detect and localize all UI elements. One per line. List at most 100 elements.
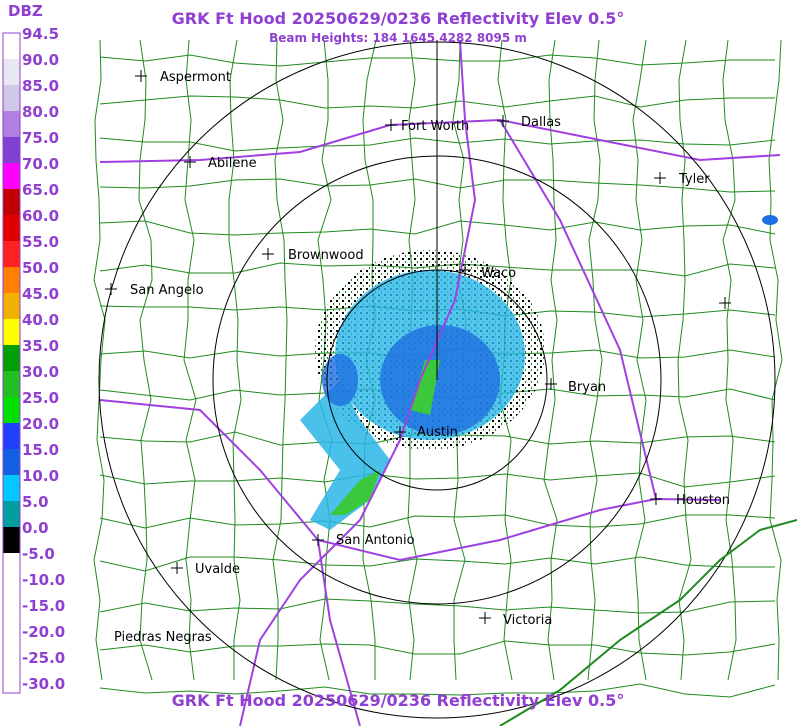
legend-label: 20.0 bbox=[22, 415, 59, 433]
city-marker bbox=[171, 562, 183, 574]
legend-swatch bbox=[3, 267, 20, 293]
county-line bbox=[768, 39, 783, 681]
city-marker bbox=[479, 612, 491, 624]
title: GRK Ft Hood 20250629/0236 Reflectivity E… bbox=[172, 9, 625, 28]
legend-swatch bbox=[3, 631, 20, 657]
legend-label: -25.0 bbox=[22, 649, 65, 667]
highway bbox=[317, 539, 361, 726]
legend-label: 90.0 bbox=[22, 51, 59, 69]
legend: DBZ 94.5 90.0 85.0 80.0 75.0 70.0 65.0 60.0 55.0… bbox=[2, 2, 65, 694]
legend-label: 35.0 bbox=[22, 337, 59, 355]
subtitle: Beam Heights: 184 1645 4282 8095 m bbox=[269, 31, 527, 45]
coastline bbox=[499, 519, 797, 726]
county-line bbox=[99, 640, 776, 656]
legend-label: 45.0 bbox=[22, 285, 59, 303]
county-line bbox=[93, 39, 106, 681]
city-marker bbox=[650, 493, 662, 505]
legend-swatch bbox=[3, 85, 20, 111]
echo-core bbox=[410, 360, 440, 415]
legend-swatch bbox=[3, 111, 20, 137]
legend-label: -30.0 bbox=[22, 675, 65, 693]
legend-label: 55.0 bbox=[22, 233, 59, 251]
city-marker bbox=[135, 70, 147, 82]
legend-swatch bbox=[3, 241, 20, 267]
highways bbox=[99, 39, 781, 726]
legend-swatch bbox=[3, 657, 20, 683]
city-marker bbox=[719, 297, 731, 309]
county-line bbox=[99, 514, 776, 529]
legend-title: DBZ bbox=[8, 2, 43, 20]
city-label: San Angelo bbox=[130, 283, 204, 298]
legend-swatch bbox=[3, 137, 20, 163]
city-marker bbox=[545, 378, 557, 390]
city-marker bbox=[312, 534, 324, 546]
legend-label: 30.0 bbox=[22, 363, 59, 381]
highway bbox=[499, 119, 657, 500]
highway bbox=[99, 118, 781, 163]
legend-swatch bbox=[3, 59, 20, 85]
county-line bbox=[138, 39, 153, 681]
city-label: Piedras Negras bbox=[114, 630, 212, 645]
legend-swatch bbox=[3, 449, 20, 475]
city-label: Waco bbox=[481, 266, 516, 281]
echo bbox=[322, 354, 358, 406]
legend-frame bbox=[2, 32, 21, 694]
legend-label: 50.0 bbox=[22, 259, 59, 277]
range-ring bbox=[212, 155, 662, 605]
echo bbox=[762, 215, 778, 225]
county-line bbox=[272, 39, 288, 681]
legend-swatch bbox=[3, 371, 20, 397]
city-label: Tyler bbox=[678, 172, 710, 187]
city-label: Victoria bbox=[503, 613, 552, 628]
legend-label: 60.0 bbox=[22, 207, 59, 225]
legend-swatch bbox=[3, 33, 20, 59]
city-marker bbox=[394, 426, 406, 438]
county-line bbox=[543, 39, 558, 681]
legend-swatch bbox=[3, 527, 20, 553]
legend-swatch bbox=[3, 475, 20, 501]
highway bbox=[99, 399, 319, 541]
county-line bbox=[183, 39, 197, 681]
city-label: Houston bbox=[676, 493, 730, 508]
city-marker bbox=[385, 119, 397, 131]
county-line bbox=[99, 472, 776, 488]
county-line bbox=[228, 39, 242, 680]
city-marker bbox=[459, 264, 471, 276]
county-line bbox=[99, 556, 775, 572]
city-label: Fort Worth bbox=[401, 119, 469, 134]
legend-label: 85.0 bbox=[22, 77, 59, 95]
legend-label: -5.0 bbox=[22, 545, 55, 563]
range-ring bbox=[98, 41, 776, 719]
county-line bbox=[99, 683, 776, 698]
city-marker bbox=[654, 172, 666, 184]
city-label: Brownwood bbox=[288, 248, 364, 263]
city-label: Aspermont bbox=[160, 70, 231, 85]
legend-label: -20.0 bbox=[22, 623, 65, 641]
legend-swatch bbox=[3, 215, 20, 241]
city-marker bbox=[105, 283, 117, 295]
legend-swatch bbox=[3, 579, 20, 605]
legend-swatch bbox=[3, 553, 20, 579]
city-label: Dallas bbox=[521, 115, 561, 130]
echo-core bbox=[330, 470, 380, 515]
range-ring bbox=[326, 269, 548, 491]
legend-label: -10.0 bbox=[22, 571, 65, 589]
legend-swatch bbox=[3, 397, 20, 423]
legend-label: 80.0 bbox=[22, 103, 59, 121]
city-label: San Antonio bbox=[336, 533, 415, 548]
legend-label: 10.0 bbox=[22, 467, 59, 485]
cities: Aspermont Fort Worth Dallas Abilene Tyler Bro… bbox=[105, 70, 730, 645]
legend-swatch bbox=[3, 605, 20, 631]
highway bbox=[317, 497, 721, 562]
legend-swatch bbox=[3, 189, 20, 215]
county-line bbox=[722, 39, 737, 681]
city-label: Bryan bbox=[568, 380, 606, 395]
legend-label: 15.0 bbox=[22, 441, 59, 459]
legend-label: 70.0 bbox=[22, 155, 59, 173]
county-line bbox=[587, 39, 603, 681]
city-marker bbox=[184, 156, 196, 168]
legend-swatch bbox=[3, 163, 20, 189]
city-label: Abilene bbox=[208, 156, 257, 171]
legend-label: 65.0 bbox=[22, 181, 59, 199]
